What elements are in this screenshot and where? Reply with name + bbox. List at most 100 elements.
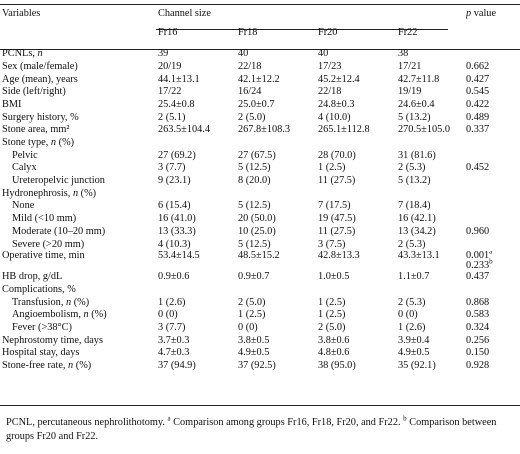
table-cell: 2 (5.0): [238, 111, 266, 123]
table-cell: 44.1±13.1: [158, 73, 200, 85]
table-cell: 3.8±0.5: [238, 334, 270, 346]
row-label: Complications, %: [2, 283, 76, 295]
row-label: Hydronephrosis, n (%): [2, 187, 97, 199]
table-cell: [318, 284, 398, 297]
table-row: Operative time, min 53.4±14.5 48.5±15.2 42.…: [0, 251, 520, 271]
table-cell: 40: [238, 48, 249, 60]
table-cell: 11 (27.5): [318, 225, 356, 237]
table-cell: 1.1±0.7: [398, 271, 430, 283]
table-cell: 53.4±14.5: [158, 251, 200, 261]
table-cell: 4 (10.0): [318, 111, 351, 123]
row-label: Side (left/right): [2, 86, 66, 98]
table-cell: 0 (0): [238, 321, 258, 333]
table-cell: 0 (0): [158, 309, 178, 321]
table-cell: 2 (5.1): [158, 111, 186, 123]
p-value: 0.662: [466, 60, 490, 72]
p-value-cell: 0.545: [466, 86, 520, 99]
table-cell: [158, 188, 238, 201]
table-cell: 22/18: [318, 86, 342, 98]
table-cell: 25.0±0.7: [238, 98, 275, 110]
table-row: Sex (male/female) 20/19 22/18 17/23 17/21 0.6…: [0, 61, 520, 74]
table-cell: 24.8±0.3: [318, 98, 355, 110]
p-value-cell: 0.960: [466, 226, 520, 239]
p-value-cell: 0.422: [466, 99, 520, 112]
p-value: 0.583: [466, 309, 490, 321]
table-cell: 5 (12.5): [238, 200, 271, 212]
p-value-marker: b: [489, 257, 493, 266]
p-value-cell: 0.001a 0.233b: [466, 251, 520, 271]
row-label: Age (mean), years: [2, 73, 78, 85]
table-cell: 3.9±0.4: [398, 334, 430, 346]
p-value: 0.545: [466, 86, 490, 98]
table-cell: 2 (5.3): [398, 238, 426, 250]
table-cell: 48.5±15.2: [238, 251, 280, 261]
table-row: HB drop, g/dL 0.9±0.6 0.9±0.7 1.0±0.5 1.1±0.…: [0, 271, 520, 284]
table-cell: 0 (0): [398, 309, 418, 321]
table-cell: 3 (7.7): [158, 162, 186, 174]
table-cell: [318, 188, 398, 201]
table-cell: 3.7±0.3: [158, 334, 190, 346]
p-value: 0.452: [466, 162, 490, 174]
table-row: Side (left/right) 17/22 16/24 22/18 19/19 0.5…: [0, 86, 520, 99]
table-cell: 6 (15.4): [158, 200, 191, 212]
p-value: 0.437: [466, 271, 490, 283]
table-cell: 16 (42.1): [398, 213, 436, 225]
header-row-groups: Fr16 Fr18 Fr20 Fr22: [0, 22, 520, 44]
table-cell: 38: [398, 48, 409, 60]
row-label: Fever (>38°C): [12, 321, 72, 333]
table-cell: 24.6±0.4: [398, 98, 435, 110]
variables-header: Variables: [2, 7, 41, 19]
p-value-cell: [466, 48, 520, 61]
row-label: Stone type, n (%): [2, 137, 75, 148]
table-row: Moderate (10–20 mm) 13 (33.3) 10 (25.0) 11 …: [0, 226, 520, 239]
table-cell: 37 (92.5): [238, 360, 276, 371]
p-value-header: p value: [466, 7, 497, 19]
table-cell: 16/24: [238, 86, 262, 98]
table-row: Angioembolism, n (%) 0 (0) 1 (2.5) 1 (2.5) 0…: [0, 309, 520, 322]
table-cell: 5 (13.2): [398, 175, 431, 187]
table-cell: 2 (5.0): [318, 321, 346, 333]
table-cell: [398, 284, 466, 297]
table-row: Ureteropelvic junction 9 (23.1) 8 (20.0) 11…: [0, 175, 520, 188]
table-row: Stone area, mm² 263.5±104.4 267.8±108.3 265…: [0, 124, 520, 137]
table-cell: [238, 188, 318, 201]
table-cell: 22/18: [238, 60, 262, 72]
p-value-cell: [466, 238, 520, 251]
table-cell: 5 (13.2): [398, 111, 431, 123]
table-cell: [158, 284, 238, 297]
table-cell: 263.5±104.4: [158, 124, 210, 136]
table-cell: 19/19: [398, 86, 422, 98]
table-cell: 2 (5.3): [398, 296, 426, 308]
table-cell: 10 (25.0): [238, 225, 276, 237]
table-cell: 7 (18.4): [398, 200, 431, 212]
p-value: 0.256: [466, 334, 490, 346]
table-cell: 1 (2.6): [158, 296, 186, 308]
table-row: Age (mean), years 44.1±13.1 42.1±12.2 45.2±…: [0, 73, 520, 86]
table-cell: 13 (33.3): [158, 225, 196, 237]
footnote-marker-a: a: [167, 414, 171, 423]
footnote-marker-b: b: [403, 414, 407, 423]
p-value: 0.427: [466, 73, 490, 85]
table-cell: 265.1±112.8: [318, 124, 370, 136]
table-cell: 16 (41.0): [158, 213, 196, 225]
table-cell: 7 (17.5): [318, 200, 351, 212]
row-label: Moderate (10–20 mm): [12, 225, 106, 237]
table-cell: 1 (2.5): [318, 296, 346, 308]
p-value-cell: 0.868: [466, 296, 520, 309]
table-row: Calyx 3 (7.7) 5 (12.5) 1 (2.5) 2 (5.3) 0.452: [0, 162, 520, 175]
table-cell: 2 (5.3): [398, 162, 426, 174]
p-value-cell: 0.583: [466, 309, 520, 322]
p-value-cell: [466, 188, 520, 201]
p-value-cell: [466, 213, 520, 226]
row-label: Mild (<10 mm): [12, 213, 77, 225]
table-cell: 8 (20.0): [238, 175, 271, 187]
table-cell: [238, 284, 318, 297]
table-cell: [318, 137, 398, 150]
table-cell: 4 (10.3): [158, 238, 191, 250]
p-value-cell: 0.928: [466, 360, 520, 373]
p-value-cell: 0.150: [466, 347, 520, 360]
table-row: Hospital stay, days 4.7±0.3 4.9±0.5 4.8±0.6…: [0, 347, 520, 360]
channel-size-underline: [156, 29, 448, 30]
table-cell: 20 (50.0): [238, 213, 276, 225]
footnote-text: Comparison among groups Fr16, Fr18, Fr20…: [170, 417, 404, 428]
